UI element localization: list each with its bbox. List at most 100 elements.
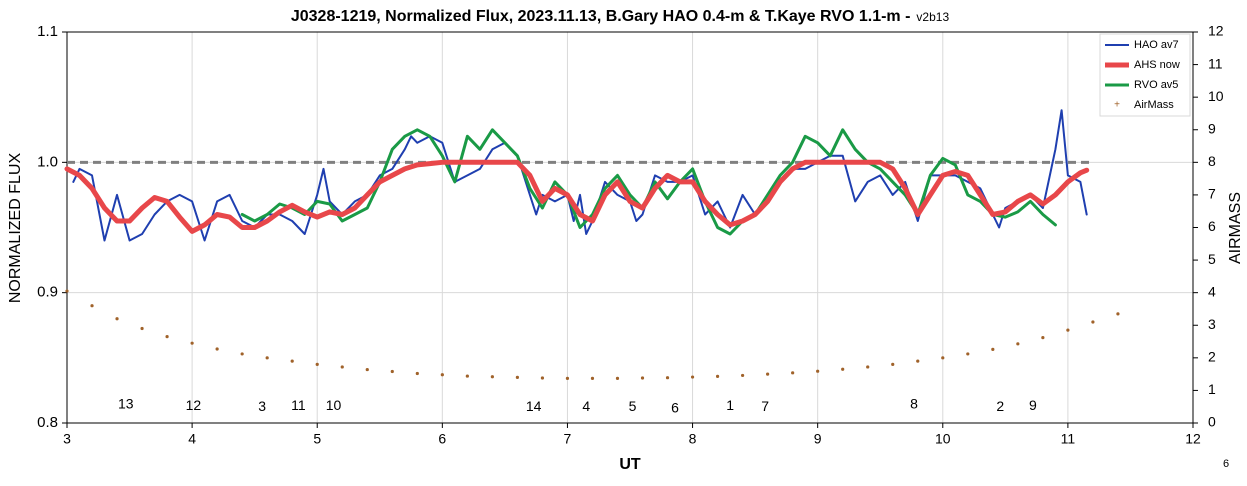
annotation: 4 <box>582 398 590 414</box>
y2-tick-label: 10 <box>1208 88 1224 104</box>
y2-tick-label: 9 <box>1208 120 1216 136</box>
y2-tick-label: 3 <box>1208 316 1216 332</box>
legend-label: AHS now <box>1134 59 1180 71</box>
airmass-point <box>665 376 670 380</box>
y2-tick-label: 5 <box>1208 251 1216 267</box>
legend-label: RVO av5 <box>1134 79 1178 91</box>
airmass-point <box>365 367 369 372</box>
airmass-point <box>816 369 820 373</box>
y-axis-title: NORMALIZED FLUX <box>7 153 24 304</box>
airmass-point <box>265 356 269 360</box>
airmass-point <box>465 374 469 378</box>
legend-label: HAO av7 <box>1134 39 1179 51</box>
airmass-point <box>766 372 770 376</box>
airmass-point <box>1116 312 1120 316</box>
x-tick-label: 12 <box>1185 431 1201 447</box>
annotation: 9 <box>1029 397 1037 413</box>
x-tick-label: 10 <box>935 431 951 447</box>
airmass-point <box>741 373 745 378</box>
airmass-point <box>715 374 720 379</box>
airmass-point <box>991 347 995 351</box>
airmass-point <box>115 317 119 321</box>
x-tick-label: 9 <box>814 431 822 447</box>
annotation: 7 <box>761 398 769 414</box>
airmass-point <box>941 356 945 360</box>
airmass-point <box>640 376 645 380</box>
y2-tick-label: 4 <box>1208 283 1216 299</box>
plot-frame <box>66 31 1194 424</box>
airmass-point <box>315 362 319 366</box>
airmass-point <box>891 362 895 366</box>
x-tick-label: 8 <box>689 431 697 447</box>
y-tick-label: 1.1 <box>37 23 58 40</box>
airmass-point <box>565 376 570 380</box>
airmass-point <box>916 359 920 363</box>
airmass-point <box>966 352 970 356</box>
legend-symbol: + <box>1114 100 1120 111</box>
airmass-point <box>190 341 194 345</box>
x-tick-label: 4 <box>188 431 196 447</box>
annotation: 3 <box>258 398 266 414</box>
airmass-point <box>340 365 344 369</box>
x-tick-label: 11 <box>1061 431 1076 447</box>
annotation: 12 <box>186 397 202 413</box>
y2-tick-label: 11 <box>1208 55 1223 71</box>
annotation: 8 <box>910 395 918 411</box>
series-line <box>64 159 1090 234</box>
annotation: 13 <box>118 395 134 411</box>
legend-box <box>1099 33 1191 117</box>
airmass-point <box>690 375 695 379</box>
airmass-point <box>590 376 595 380</box>
airmass-point <box>490 375 494 379</box>
y-tick-label: 1.0 <box>37 153 58 170</box>
airmass-point <box>866 365 870 369</box>
airmass-point <box>1016 342 1020 346</box>
annotation: 5 <box>629 398 637 414</box>
airmass-point <box>615 376 620 380</box>
y2-tick-label: 6 <box>1208 218 1216 234</box>
chart-title: J0328-1219, Normalized Flux, 2023.11.13,… <box>291 8 911 25</box>
x-tick-label: 7 <box>564 431 572 447</box>
airmass-point <box>540 376 545 380</box>
airmass-point <box>215 347 219 351</box>
footnote: 6 <box>1223 458 1229 470</box>
y2-tick-label: 2 <box>1208 349 1216 365</box>
airmass-point <box>1091 320 1095 324</box>
x-tick-label: 6 <box>438 431 446 447</box>
airmass-point <box>390 369 394 374</box>
airmass-point <box>140 326 144 331</box>
airmass-point <box>240 352 244 356</box>
x-tick-label: 5 <box>313 431 321 447</box>
airmass-point <box>415 371 419 376</box>
airmass-point <box>290 359 294 363</box>
airmass-point <box>841 367 845 371</box>
legend-label: AirMass <box>1134 99 1174 111</box>
x-axis-title: UT <box>619 456 641 473</box>
airmass-point <box>1041 336 1045 340</box>
annotation: 11 <box>291 397 306 413</box>
version-label: v2b13 <box>916 10 949 24</box>
annotation: 2 <box>996 398 1004 414</box>
y2-tick-label: 12 <box>1208 23 1224 39</box>
airmass-point <box>165 335 169 339</box>
y2-axis-title: AIRMASS <box>1227 192 1244 264</box>
annotation: 14 <box>526 398 542 414</box>
y-tick-label: 0.9 <box>37 284 58 301</box>
y-tick-label: 0.8 <box>37 414 58 431</box>
y2-tick-label: 7 <box>1208 186 1216 202</box>
x-tick-label: 3 <box>63 431 71 447</box>
y2-tick-label: 0 <box>1208 414 1216 430</box>
y2-tick-label: 8 <box>1208 153 1216 169</box>
annotation: 6 <box>671 399 679 415</box>
airmass-point <box>90 304 94 308</box>
airmass-point <box>440 373 444 377</box>
airmass-point <box>65 289 69 293</box>
annotation: 10 <box>326 397 342 413</box>
airmass-point <box>515 375 520 379</box>
y2-tick-label: 1 <box>1208 381 1216 397</box>
airmass-point <box>791 371 795 375</box>
airmass-point <box>1066 328 1070 332</box>
annotation: 1 <box>726 397 734 413</box>
